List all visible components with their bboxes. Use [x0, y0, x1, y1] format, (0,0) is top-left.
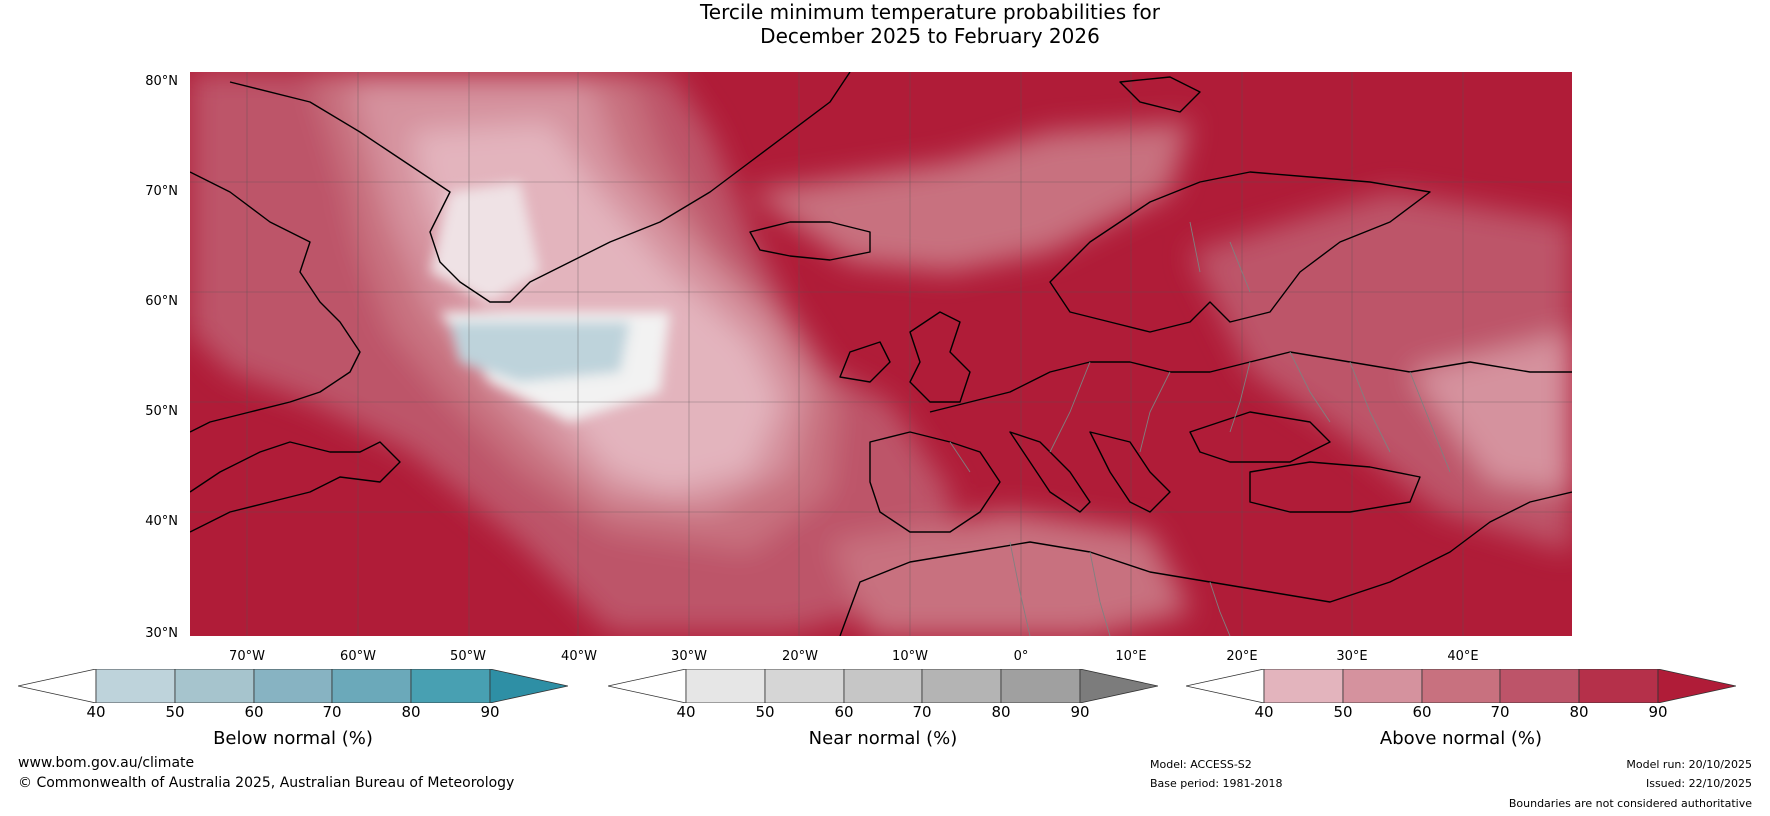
probability-map	[190, 72, 1572, 636]
cbar-below-seg-2	[174, 669, 255, 703]
cbar-above-seg-4	[1499, 669, 1580, 703]
footer-issued: Issued: 22/10/2025	[1645, 777, 1752, 790]
near-tick-90: 90	[1070, 703, 1090, 721]
above-tick-50: 50	[1333, 703, 1353, 721]
lon-label-30e: 30°E	[1336, 649, 1368, 664]
cbar-above-high-tri	[1657, 669, 1736, 703]
cbar-below-high-tri	[489, 669, 568, 703]
legend-title-above: Above normal (%)	[1379, 728, 1543, 749]
above-tick-90: 90	[1648, 703, 1668, 721]
above-tick-80: 80	[1569, 703, 1589, 721]
lat-label-60n: 60°N	[145, 294, 178, 309]
lat-label-30n: 30°N	[145, 626, 178, 641]
footer-base-period: Base period: 1981-2018	[1150, 777, 1283, 790]
below-tick-50: 50	[165, 703, 185, 721]
cbar-near-seg-1	[685, 669, 766, 703]
lon-label-20e: 20°E	[1226, 649, 1258, 664]
above-tick-60: 60	[1412, 703, 1432, 721]
legend-title-near: Near normal (%)	[808, 728, 958, 749]
footer-model: Model: ACCESS-S2	[1150, 758, 1252, 771]
above-tick-40: 40	[1254, 703, 1274, 721]
footer-website: www.bom.gov.au/climate	[18, 755, 195, 771]
lat-label-70n: 70°N	[145, 184, 178, 199]
below-tick-90: 90	[480, 703, 500, 721]
legend-title-below: Below normal (%)	[213, 728, 373, 749]
cbar-below-seg-1	[95, 669, 176, 703]
lon-label-10w: 10°W	[892, 649, 928, 664]
lat-label-50n: 50°N	[145, 404, 178, 419]
country-borders	[949, 221, 1451, 636]
lat-label-80n: 80°N	[145, 74, 178, 89]
cbar-below-seg-5	[410, 669, 491, 703]
cbar-near-high-tri	[1079, 669, 1158, 703]
cbar-above-seg-2	[1342, 669, 1423, 703]
colorbar-near-normal	[608, 669, 1158, 703]
title-line-1: Tercile minimum temperature probabilitie…	[699, 0, 1161, 24]
coastlines	[190, 72, 1572, 636]
cbar-near-seg-4	[921, 669, 1002, 703]
cbar-near-low-tri	[608, 669, 687, 703]
cbar-above-seg-1	[1263, 669, 1344, 703]
lon-label-0: 0°	[1013, 649, 1029, 664]
near-tick-60: 60	[834, 703, 854, 721]
colorbar-below-normal	[18, 669, 568, 703]
cbar-near-seg-2	[764, 669, 845, 703]
lon-label-20w: 20°W	[782, 649, 818, 664]
lon-label-10e: 10°E	[1115, 649, 1147, 664]
footer-copyright: © Commonwealth of Australia 2025, Austra…	[18, 775, 515, 791]
footer-disclaimer: Boundaries are not considered authoritat…	[1508, 797, 1752, 810]
lon-label-40w: 40°W	[561, 649, 597, 664]
cbar-above-seg-5	[1578, 669, 1659, 703]
cbar-near-seg-3	[843, 669, 923, 703]
near-tick-40: 40	[676, 703, 696, 721]
near-tick-50: 50	[755, 703, 775, 721]
below-tick-70: 70	[322, 703, 342, 721]
cbar-above-low-tri	[1186, 669, 1265, 703]
lon-label-60w: 60°W	[340, 649, 376, 664]
map-title: Tercile minimum temperature probabilitie…	[0, 0, 1770, 48]
cbar-below-seg-4	[331, 669, 412, 703]
near-tick-80: 80	[991, 703, 1011, 721]
lon-label-50w: 50°W	[450, 649, 486, 664]
lat-label-40n: 40°N	[145, 514, 178, 529]
below-tick-60: 60	[244, 703, 264, 721]
footer-model-run: Model run: 20/10/2025	[1626, 758, 1752, 771]
cbar-above-seg-3	[1421, 669, 1501, 703]
low-probability-core	[430, 182, 670, 422]
below-tick-80: 80	[401, 703, 421, 721]
above-tick-70: 70	[1490, 703, 1510, 721]
below-tick-40: 40	[86, 703, 106, 721]
cbar-near-seg-5	[1000, 669, 1081, 703]
lon-label-30w: 30°W	[671, 649, 707, 664]
colorbar-above-normal	[1186, 669, 1736, 703]
cbar-below-low-tri	[18, 669, 97, 703]
near-tick-70: 70	[912, 703, 932, 721]
cbar-below-seg-3	[253, 669, 333, 703]
lon-label-40e: 40°E	[1447, 649, 1479, 664]
lon-label-70w: 70°W	[229, 649, 265, 664]
title-line-2: December 2025 to February 2026	[760, 24, 1100, 48]
